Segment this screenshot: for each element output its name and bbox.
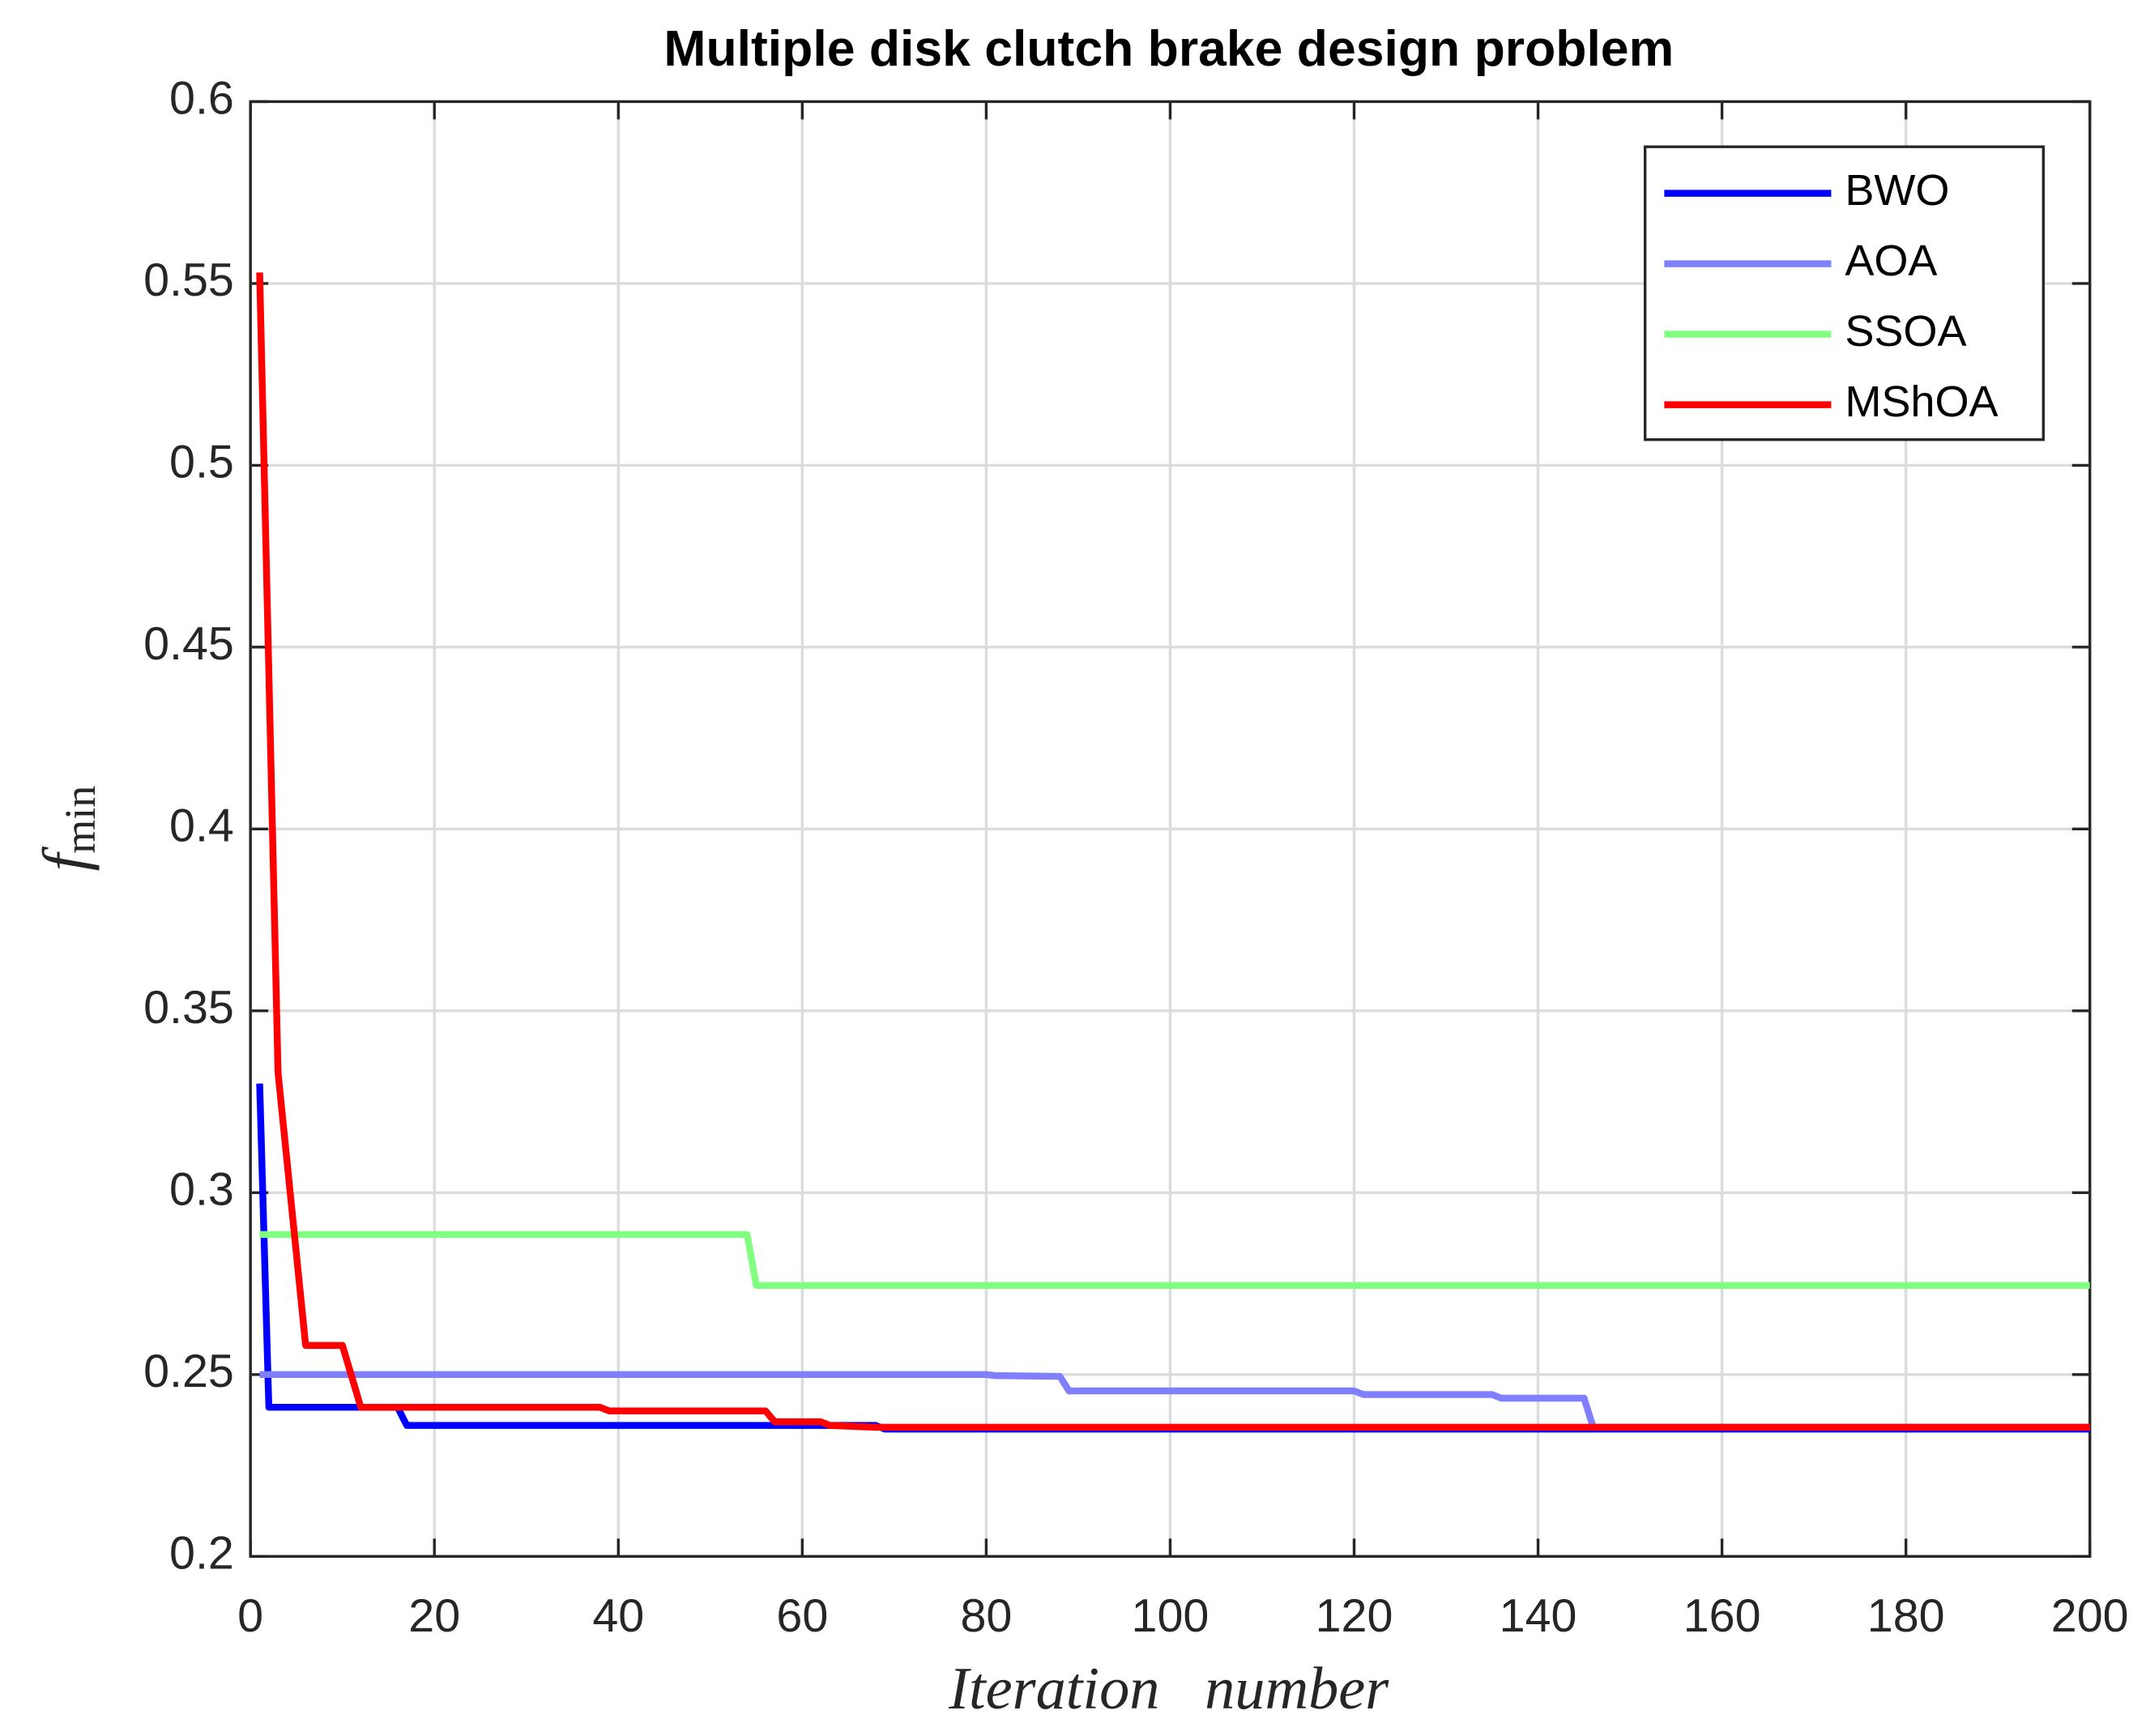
legend-label: AOA — [1845, 237, 1937, 285]
x-tick-label: 200 — [2051, 1590, 2129, 1642]
legend-label: MShOA — [1845, 377, 1998, 426]
y-tick-label: 0.5 — [169, 437, 234, 488]
x-tick-label: 60 — [776, 1590, 828, 1642]
y-tick-label: 0.2 — [169, 1527, 234, 1579]
legend-label: BWO — [1845, 166, 1949, 215]
x-tick-label: 80 — [960, 1590, 1012, 1642]
x-tick-label: 40 — [592, 1590, 644, 1642]
plot-frame — [249, 100, 2092, 1558]
x-tick-label: 0 — [237, 1590, 263, 1642]
x-tick-label: 100 — [1132, 1590, 1210, 1642]
y-tick-label: 0.4 — [169, 800, 234, 852]
x-axis-label: Iteration number — [948, 1656, 1389, 1722]
series-line — [259, 1371, 2090, 1431]
y-tick-label: 0.3 — [169, 1163, 234, 1215]
x-tick-label: 160 — [1683, 1590, 1761, 1642]
legend-label: SSOA — [1845, 307, 1966, 356]
x-tick-label: 20 — [408, 1590, 460, 1642]
y-label-sub: min — [56, 786, 105, 854]
y-tick-label: 0.55 — [143, 254, 234, 306]
x-tick-label: 180 — [1867, 1590, 1945, 1642]
y-tick-label: 0.6 — [169, 73, 234, 125]
legend: BWO AOA SSOA MShOA — [1643, 145, 2045, 441]
x-tick-label: 140 — [1500, 1590, 1577, 1642]
x-tick-label: 120 — [1316, 1590, 1393, 1642]
series-line — [259, 1231, 2090, 1290]
y-tick-label: 0.45 — [143, 618, 234, 670]
y-tick-label: 0.35 — [143, 982, 234, 1034]
y-tick-label: 0.25 — [143, 1346, 234, 1397]
series-line — [256, 272, 2090, 1431]
chart-title: Multiple disk clutch brake design proble… — [663, 20, 1674, 77]
